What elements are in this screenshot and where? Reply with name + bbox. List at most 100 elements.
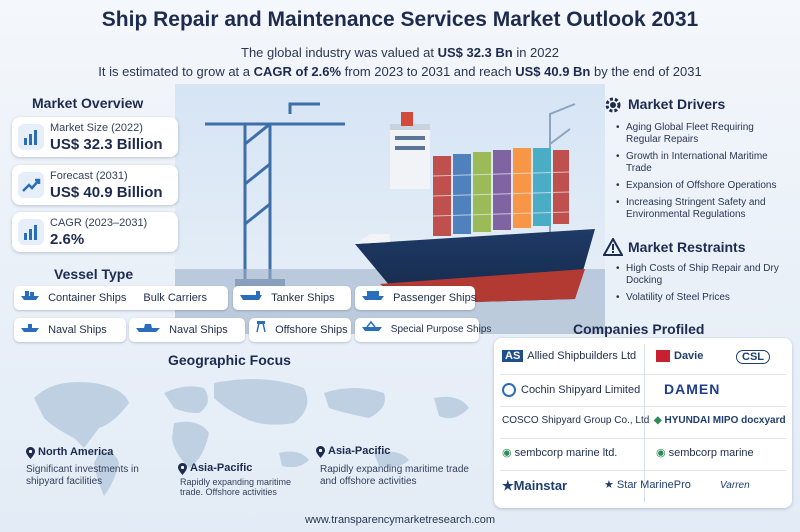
bar-chart-icon (18, 124, 44, 150)
list-item: Increasing Stringent Safety and Environm… (616, 197, 788, 221)
allied-logo-icon: AS (502, 350, 524, 362)
company-davie: Davie (656, 350, 704, 363)
company-name: Mainstar (513, 478, 568, 493)
vessel-label: Special Purpose Ships (390, 324, 492, 335)
companies-panel: AS Allied Shipbuilders Ltd Davie CSL Coch… (494, 338, 792, 508)
davie-logo-icon (656, 350, 670, 363)
subtitle-text: by the end of 2031 (590, 64, 702, 79)
card-value: 2.6% (50, 231, 85, 248)
company-hyundai-mipo: ◆ HYUNDAI MIPO docxyard (654, 415, 786, 426)
company-name: Davie (674, 350, 704, 362)
card-value: US$ 40.9 Billion (50, 184, 163, 201)
company-allied: AS Allied Shipbuilders Ltd (502, 350, 636, 362)
vessel-chip-naval-1: Naval Ships (14, 318, 126, 342)
cagr-value: CAGR of 2.6% (253, 64, 342, 79)
restraints-list: High Costs of Ship Repair and Dry Dockin… (616, 263, 788, 309)
subtitle-text: in 2022 (512, 45, 559, 60)
naval-ship-icon (20, 318, 40, 342)
region-text: Significant investments in shipyard faci… (26, 464, 139, 487)
warning-icon (602, 236, 624, 261)
vessel-type-title: Vessel Type (54, 266, 134, 282)
list-item: Expansion of Offshore Operations (616, 180, 788, 192)
card-label: Market Size (2022) (50, 122, 143, 134)
subtitle-line-2: It is estimated to grow at a CAGR of 2.6… (0, 64, 800, 79)
company-sembcorp-ltd: ◉ sembcorp marine ltd. (502, 446, 617, 459)
company-sembcorp: ◉ sembcorp marine (656, 446, 754, 459)
region-north-america: North America (38, 446, 114, 458)
star-icon: ★ (604, 479, 617, 491)
company-varren: Varren (720, 480, 750, 491)
market-drivers-title: Market Drivers (628, 96, 726, 112)
vessel-chip-offshore: Offshore Ships (249, 318, 351, 342)
valuation-2022: US$ 32.3 Bn (437, 45, 513, 60)
company-csl: CSL (736, 350, 770, 364)
vessel-chip-container-bulk: Container Ships Bulk Carriers (14, 286, 228, 310)
list-item: High Costs of Ship Repair and Dry Dockin… (616, 263, 788, 287)
list-item: Volatility of Steel Prices (616, 292, 788, 304)
vessel-chip-passenger: Passenger Ships (355, 286, 477, 310)
company-damen: DAMEN (664, 381, 721, 397)
vessel-label: Container Ships (48, 292, 127, 305)
forecast-card: Forecast (2031) US$ 40.9 Billion (12, 165, 178, 205)
vessel-chip-tanker: Tanker Ships (233, 286, 351, 310)
company-name: Allied Shipbuilders Ltd (527, 350, 637, 362)
geographic-focus-title: Geographic Focus (168, 352, 291, 368)
drivers-list: Aging Global Fleet Requiring Regular Rep… (616, 122, 788, 226)
region-text: Rapidly expanding maritime trade and off… (320, 464, 469, 487)
subtitle-text: from 2023 to 2031 and reach (341, 64, 516, 79)
region-asia-pacific: Asia-Pacific (328, 445, 391, 457)
gear-icon (603, 95, 623, 120)
company-name: Cochin Shipyard Limited (521, 383, 641, 396)
company-name: sembcorp marine (668, 447, 754, 459)
valuation-2031: US$ 40.9 Bn (515, 64, 591, 79)
vessel-chip-naval-2: Naval Ships (129, 318, 245, 342)
location-pin-icon (26, 446, 35, 464)
cagr-card: CAGR (2023–2031) 2.6% (12, 212, 178, 252)
growth-arrow-icon (18, 172, 44, 198)
region-text: Rapidly expanding maritime trade. Offsho… (180, 477, 292, 497)
market-overview-title: Market Overview (32, 95, 144, 111)
vessel-label: Naval Ships (48, 324, 107, 337)
companies-title: Companies Profiled (573, 321, 705, 337)
company-name: HYUNDAI MIPO docxyard (664, 415, 786, 426)
company-star-marinepro: ★ Star MarinePro (604, 478, 691, 491)
special-purpose-ship-icon (361, 318, 383, 342)
vessel-label: Offshore Ships (275, 324, 348, 337)
market-size-card: Market Size (2022) US$ 32.3 Billion (12, 117, 178, 157)
star-icon: ★ (502, 478, 514, 493)
subtitle-text: It is estimated to grow at a (98, 64, 254, 79)
market-restraints-title: Market Restraints (628, 239, 746, 255)
location-pin-icon (178, 462, 187, 480)
subtitle-line-1: The global industry was valued at US$ 32… (0, 45, 800, 60)
company-mainstar: ★Mainstar (502, 478, 567, 494)
vessel-label: Bulk Carriers (143, 292, 207, 305)
vessel-chip-special-purpose: Special Purpose Ships (355, 318, 491, 342)
bar-chart-icon (18, 219, 44, 245)
subtitle-text: The global industry was valued at (241, 45, 438, 60)
card-label: CAGR (2023–2031) (50, 217, 148, 229)
vessel-label: Passenger Ships (393, 292, 477, 305)
list-item: Aging Global Fleet Requiring Regular Rep… (616, 122, 788, 146)
vessel-label: Naval Ships (169, 324, 228, 337)
sembcorp-logo-icon: ◉ (502, 447, 515, 459)
tanker-ship-icon (239, 286, 263, 310)
list-item: Growth in International Maritime Trade (616, 151, 788, 175)
company-name: sembcorp marine ltd. (514, 447, 618, 459)
company-cosco: COSCO Shipyard Group Co., Ltd (502, 415, 650, 426)
footer-url[interactable]: www.transparencymarketresearch.com (304, 514, 496, 526)
world-map-illustration (34, 379, 469, 496)
card-value: US$ 32.3 Billion (50, 136, 163, 153)
vessel-label: Tanker Ships (271, 292, 335, 305)
company-name: Star MarinePro (616, 479, 691, 491)
naval-ship-icon (135, 318, 161, 342)
offshore-platform-icon (255, 318, 267, 342)
container-ship-icon (20, 286, 40, 310)
cochin-logo-icon (502, 383, 516, 397)
passenger-ship-icon (361, 286, 385, 310)
location-pin-icon (316, 445, 325, 463)
page-title: Ship Repair and Maintenance Services Mar… (101, 8, 699, 31)
card-label: Forecast (2031) (50, 170, 128, 182)
sembcorp-logo-icon: ◉ (656, 447, 669, 459)
region-asia-pacific: Asia-Pacific (190, 462, 253, 474)
